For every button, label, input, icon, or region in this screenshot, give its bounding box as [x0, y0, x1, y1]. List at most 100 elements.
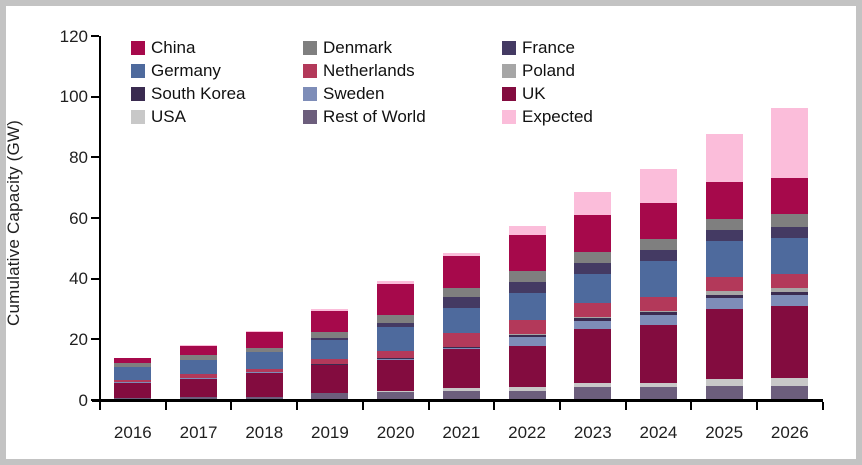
x-tick — [296, 402, 299, 410]
bar-segment-sweden-2023 — [574, 320, 612, 330]
bar-segment-china-2021 — [442, 256, 480, 289]
bar-segment-netherlands-2025 — [705, 277, 743, 292]
bar-segment-netherlands-2023 — [574, 303, 612, 318]
bar-segment-germany-2023 — [574, 273, 612, 304]
x-tick — [558, 402, 561, 410]
bar-segment-netherlands-2021 — [442, 332, 480, 347]
bar-segment-sweden-2026 — [771, 294, 809, 306]
x-tick — [690, 402, 693, 410]
bar-segment-usa-2021 — [442, 387, 480, 391]
bar-segment-denmark-2016 — [114, 363, 152, 368]
bar-segment-denmark-2020 — [377, 315, 415, 323]
bar-segment-germany-2022 — [508, 292, 546, 321]
bar-segment-uk-2024 — [639, 324, 677, 384]
legend-item-france: France — [502, 39, 575, 57]
bar-segment-uk-2025 — [705, 308, 743, 379]
bar-segment-france-2020 — [377, 322, 415, 327]
bar-segment-denmark-2021 — [442, 288, 480, 298]
x-label-2018: 2018 — [245, 423, 284, 442]
bar-segment-south-korea-2021 — [442, 346, 480, 348]
legend-item-sweden: Sweden — [303, 85, 384, 103]
bar-segment-rest-of-world-2017 — [180, 396, 218, 400]
bar-segment-uk-2020 — [377, 359, 415, 391]
legend-label-netherlands: Netherlands — [323, 61, 415, 80]
bar-segment-france-2024 — [639, 250, 677, 262]
bar-segment-expected-2020 — [377, 281, 415, 284]
bar-segment-sweden-2016 — [114, 382, 152, 383]
bar-segment-france-2023 — [574, 263, 612, 274]
bar-segment-expected-2024 — [639, 169, 677, 203]
legend-swatch-netherlands — [303, 64, 317, 78]
bar-segment-uk-2016 — [114, 383, 152, 399]
bar-segment-china-2016 — [114, 358, 152, 364]
bar-segment-china-2024 — [639, 202, 677, 239]
bar-segment-south-korea-2026 — [771, 292, 809, 295]
bar-segment-germany-2026 — [771, 238, 809, 274]
y-axis-line — [99, 36, 101, 402]
legend-item-expected: Expected — [502, 108, 593, 126]
legend-label-south-korea: South Korea — [151, 84, 246, 103]
x-label-2025: 2025 — [705, 423, 744, 442]
bar-segment-netherlands-2018 — [245, 369, 283, 373]
bar-segment-poland-2026 — [771, 288, 809, 292]
bar-segment-denmark-2025 — [705, 218, 743, 231]
bar-segment-expected-2017 — [180, 345, 218, 347]
x-label-2017: 2017 — [179, 423, 218, 442]
legend-item-rest-of-world: Rest of World — [303, 108, 426, 126]
bar-segment-poland-2022 — [508, 333, 546, 335]
bar-segment-rest-of-world-2018 — [245, 396, 283, 400]
bar-segment-germany-2024 — [639, 261, 677, 297]
bar-segment-china-2017 — [180, 346, 218, 356]
bar-segment-germany-2016 — [114, 367, 152, 380]
x-tick — [230, 402, 233, 410]
y-tick-label-100: 100 — [59, 87, 88, 107]
bar-segment-china-2022 — [508, 235, 546, 272]
bar-segment-sweden-2024 — [639, 314, 677, 325]
legend-item-poland: Poland — [502, 62, 575, 80]
bar-segment-usa-2022 — [508, 386, 546, 391]
bar-segment-germany-2017 — [180, 359, 218, 375]
bar-segment-netherlands-2019 — [311, 358, 349, 364]
bar-segment-south-korea-2022 — [508, 334, 546, 338]
bar-segment-sweden-2021 — [442, 347, 480, 350]
bar-segment-denmark-2019 — [311, 332, 349, 338]
bar-segment-netherlands-2020 — [377, 350, 415, 359]
bar-segment-expected-2025 — [705, 133, 743, 183]
bar-segment-netherlands-2026 — [771, 273, 809, 289]
y-tick-60 — [91, 217, 99, 219]
bar-segment-france-2021 — [442, 297, 480, 308]
bar-segment-poland-2024 — [639, 311, 677, 313]
y-tick-label-40: 40 — [69, 269, 88, 289]
y-tick-120 — [91, 35, 99, 37]
bar-segment-rest-of-world-2024 — [639, 387, 677, 400]
x-axis-line — [92, 399, 823, 402]
bar-segment-rest-of-world-2023 — [574, 387, 612, 400]
bar-segment-uk-2021 — [442, 349, 480, 388]
x-tick — [756, 402, 758, 410]
x-label-2024: 2024 — [639, 423, 678, 442]
y-tick-40 — [91, 277, 99, 280]
legend-swatch-germany — [131, 64, 145, 78]
y-tick-label-120: 120 — [59, 26, 88, 46]
bar-segment-france-2025 — [705, 230, 743, 242]
bar-segment-south-korea-2023 — [574, 318, 612, 321]
x-tick — [624, 402, 627, 410]
legend-label-usa: USA — [151, 107, 186, 126]
y-tick-100 — [91, 95, 99, 98]
legend-swatch-expected — [502, 110, 516, 124]
legend-item-uk: UK — [502, 85, 546, 103]
y-tick-80 — [91, 156, 99, 159]
bar-segment-netherlands-2022 — [508, 320, 546, 334]
bar-segment-china-2019 — [311, 310, 349, 333]
bar-segment-poland-2023 — [574, 317, 612, 319]
bar-segment-germany-2025 — [705, 241, 743, 278]
y-tick-20 — [91, 338, 99, 341]
legend-item-germany: Germany — [131, 62, 221, 80]
bar-segment-netherlands-2024 — [639, 296, 677, 312]
bar-segment-south-korea-2024 — [639, 312, 677, 315]
bar-segment-rest-of-world-2022 — [508, 390, 546, 400]
legend-swatch-uk — [502, 87, 516, 101]
x-label-2023: 2023 — [573, 423, 612, 442]
x-label-2021: 2021 — [442, 423, 481, 442]
bar-segment-france-2022 — [508, 282, 546, 293]
